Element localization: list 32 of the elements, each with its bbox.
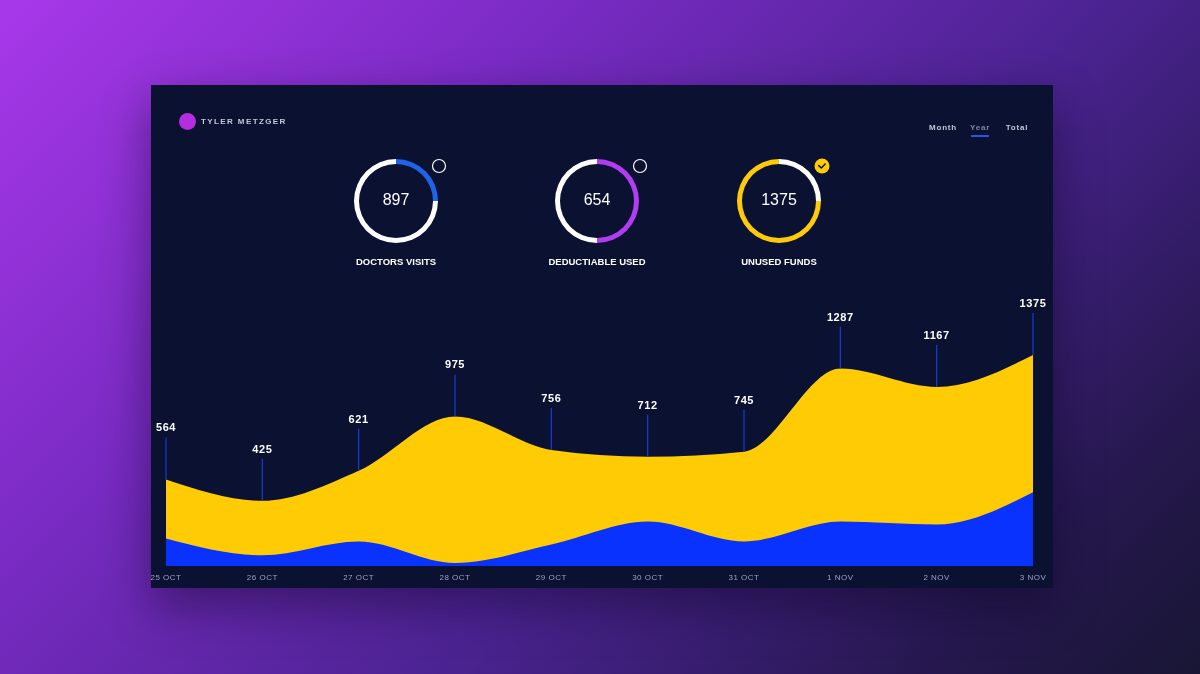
text: UNUSED FUNDS xyxy=(741,256,817,267)
x-tick-label: 29 OCT xyxy=(535,572,567,582)
text: Year xyxy=(969,123,991,132)
text: DOCTORS VISITS xyxy=(355,256,437,267)
x-tick-label: 28 OCT xyxy=(439,572,471,582)
text: DEDUCTIABLE USED xyxy=(548,256,646,267)
data-label: 1167 xyxy=(923,328,950,341)
donut-slice xyxy=(737,159,821,243)
x-tick-label: 3 NOV xyxy=(1019,572,1047,582)
data-label: 1287 xyxy=(826,310,854,323)
data-label: 425 xyxy=(252,442,273,455)
x-tick-label: 25 OCT xyxy=(150,572,182,582)
data-label: 712 xyxy=(637,398,658,411)
donut-slice xyxy=(354,159,438,243)
x-tick-label: 1 NOV xyxy=(827,572,854,582)
text: 1375 xyxy=(761,191,797,208)
text: 897 xyxy=(382,191,410,208)
text: Month xyxy=(929,123,957,132)
text: Total xyxy=(1005,123,1029,132)
data-label: 564 xyxy=(155,421,177,434)
x-tick-label: 2 NOV xyxy=(923,572,951,582)
data-label: 745 xyxy=(733,393,755,406)
text: 654 xyxy=(583,191,611,208)
x-tick-label: 31 OCT xyxy=(728,572,760,582)
x-tick-label: 30 OCT xyxy=(632,572,664,582)
data-label: 621 xyxy=(348,412,369,425)
data-label: 975 xyxy=(444,358,466,371)
x-tick-label: 27 OCT xyxy=(343,572,375,582)
data-label: 1375 xyxy=(1019,297,1047,309)
x-tick-label: 26 OCT xyxy=(246,572,278,582)
data-label: 756 xyxy=(541,391,562,404)
text: TYLER METZGER xyxy=(201,117,287,126)
